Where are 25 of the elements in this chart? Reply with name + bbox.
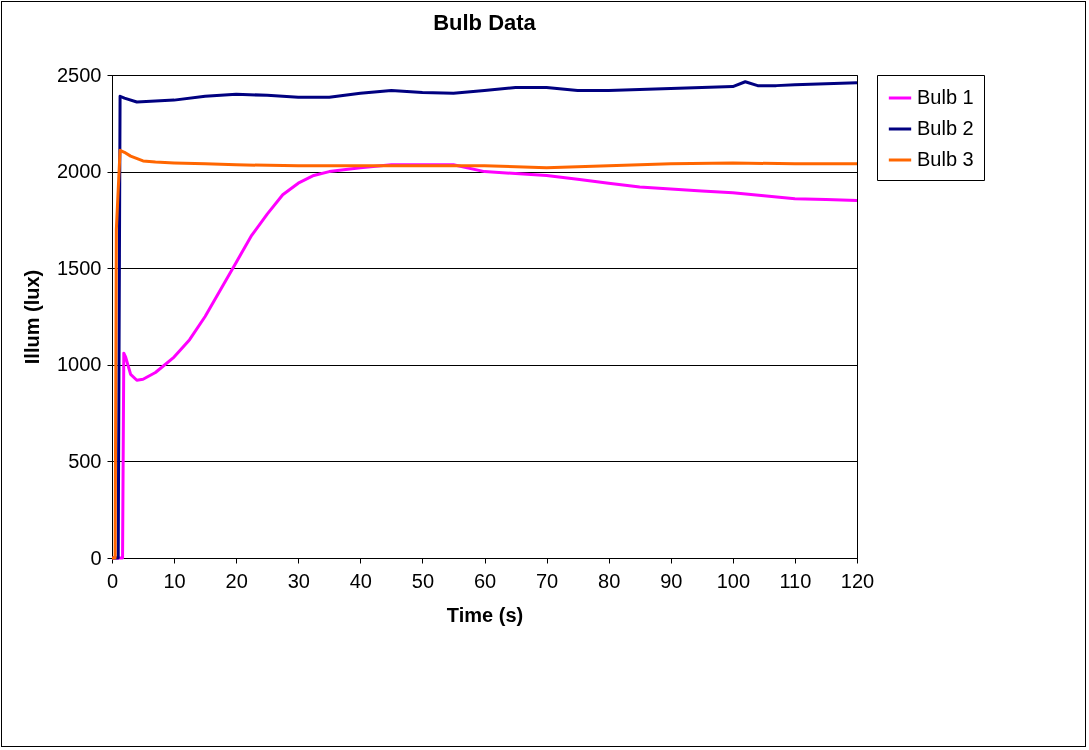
y-tick-label: 1000 [57, 353, 102, 376]
x-tick-label: 70 [535, 569, 559, 592]
x-tick-label: 100 [716, 569, 751, 592]
x-tick-label: 80 [598, 569, 621, 592]
x-tick-label: 50 [411, 569, 435, 592]
x-tick-label: 90 [660, 569, 683, 592]
x-tick-label: 10 [163, 569, 186, 592]
chart-title: Bulb Data [433, 10, 537, 35]
x-tick-label: 20 [225, 569, 248, 592]
y-tick-label: 0 [90, 546, 102, 569]
legend-label: Bulb 3 [917, 148, 974, 170]
y-tick-label: 500 [68, 449, 102, 472]
legend-label: Bulb 2 [917, 117, 974, 139]
legend-label: Bulb 1 [917, 86, 974, 108]
x-tick-label: 40 [349, 569, 372, 592]
x-tick-label: 30 [287, 569, 310, 592]
y-tick-label: 1500 [57, 256, 102, 279]
x-tick-label: 0 [106, 569, 119, 592]
x-tick-label: 60 [473, 569, 497, 592]
y-axis-title: Illum (lux) [21, 269, 44, 365]
y-tick-label: 2000 [57, 160, 102, 183]
x-tick-label: 120 [840, 569, 875, 592]
x-axis-title: Time (s) [446, 603, 524, 626]
x-tick-label: 110 [779, 569, 812, 592]
y-tick-label: 2500 [57, 63, 102, 86]
